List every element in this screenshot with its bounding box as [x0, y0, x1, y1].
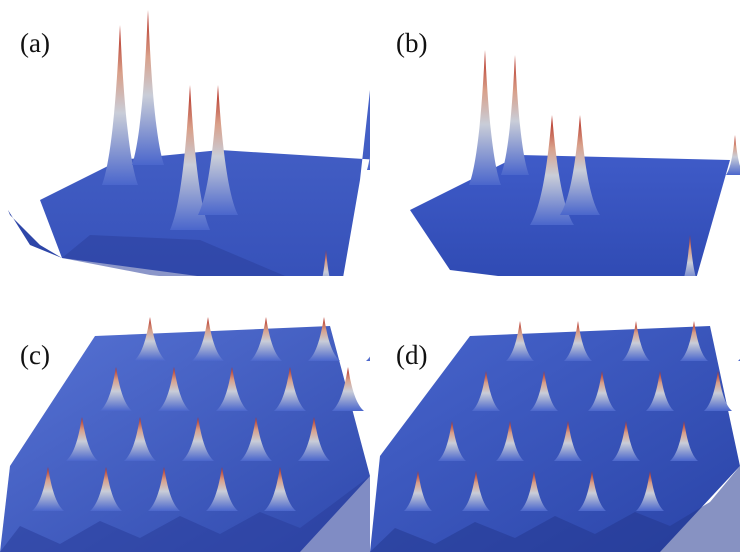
lattice-peak [366, 356, 370, 361]
surface-plot-d [370, 321, 740, 552]
lattice-peak [530, 371, 558, 411]
lattice-peak [216, 367, 248, 411]
lattice-peak [520, 471, 548, 511]
lattice-peak [134, 317, 166, 361]
lattice-peak [496, 421, 524, 461]
density-peak [322, 250, 330, 276]
lattice-peak [462, 471, 490, 511]
lattice-peak [158, 367, 190, 411]
lattice-peak [100, 367, 132, 411]
lattice-peak [472, 371, 500, 411]
panel-a: (a) [0, 0, 370, 276]
surface-sheet [40, 90, 370, 276]
lattice-peak [240, 417, 272, 461]
surface-shadow [62, 235, 286, 276]
lattice-peak [148, 467, 180, 511]
lattice-peak [646, 371, 674, 411]
lattice-peak [206, 467, 238, 511]
lattice-peak [506, 321, 534, 361]
lattice-peak [192, 317, 224, 361]
lattice-peak [298, 417, 330, 461]
surface-plot-b [410, 50, 740, 276]
surface-plot-c [0, 317, 370, 552]
surface-plot-a [0, 10, 370, 276]
corner-spike [0, 190, 62, 258]
panel-b: (b) [370, 0, 740, 276]
lattice-peak [124, 417, 156, 461]
density-peak [560, 115, 600, 215]
lattice-peak [622, 321, 650, 361]
lattice-peak [32, 467, 64, 511]
lattice-peak [308, 317, 340, 361]
lattice-peak [66, 417, 98, 461]
lattice-peak [588, 371, 616, 411]
lattice-peak [250, 317, 282, 361]
lattice-peak [680, 321, 708, 361]
lattice-peak [670, 421, 698, 461]
density-peak [530, 115, 574, 225]
lattice-peak [332, 367, 364, 411]
density-peak [198, 85, 238, 215]
lattice-peak [90, 467, 122, 511]
lattice-peak [612, 421, 640, 461]
lattice-peak [636, 471, 664, 511]
density-peak [684, 235, 696, 276]
lattice-peak [182, 417, 214, 461]
lattice-peak [438, 421, 466, 461]
density-peak [367, 155, 370, 170]
density-peak [501, 55, 529, 175]
lattice-peak [404, 471, 432, 511]
panel-label: (c) [20, 340, 50, 370]
surface-sheet [410, 155, 730, 276]
lattice-peak [264, 467, 296, 511]
density-peak [469, 50, 501, 185]
lattice-peak [274, 367, 306, 411]
lattice-peak [578, 471, 606, 511]
density-peak [170, 85, 210, 230]
surface-front-edge [0, 476, 370, 552]
panel-label: (a) [20, 28, 50, 58]
lattice-peak [704, 371, 732, 411]
density-peak [726, 135, 740, 175]
panel-label: (d) [396, 340, 428, 370]
panel-c: (c) [0, 276, 370, 552]
surface-front-edge [370, 466, 740, 552]
lattice-peak [554, 421, 582, 461]
density-peak [102, 25, 138, 185]
density-peak [132, 10, 164, 165]
lattice-peak [564, 321, 592, 361]
panel-d: (d) [370, 276, 740, 552]
panel-label: (b) [396, 28, 428, 58]
